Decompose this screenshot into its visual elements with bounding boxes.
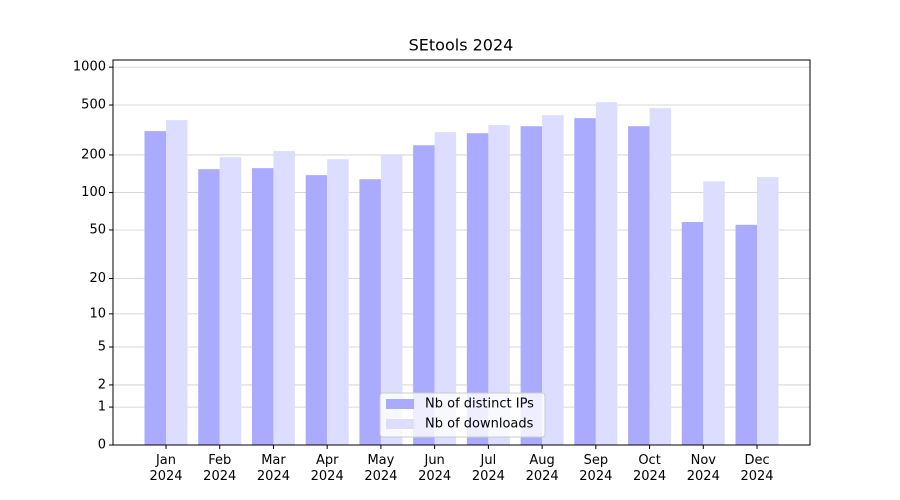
legend-box	[379, 392, 546, 438]
y-tick-label: 10	[89, 306, 106, 321]
legend-swatch	[386, 399, 414, 409]
bar	[757, 177, 779, 445]
bar	[198, 169, 220, 445]
bar	[380, 154, 403, 445]
bar	[413, 145, 435, 445]
axes-frame	[112, 59, 811, 446]
x-tick-label: Mar 2024	[256, 453, 290, 484]
x-tick-label: May 2024	[364, 453, 398, 484]
bar	[251, 168, 274, 445]
bar	[703, 181, 725, 446]
chart-title: SEtools 2024	[409, 36, 514, 55]
bar	[488, 125, 510, 446]
x-tick-label: Sep 2024	[579, 453, 613, 484]
bar	[735, 224, 758, 445]
x-tick-label: Nov 2024	[686, 453, 720, 484]
legend-label: Nb of downloads	[425, 417, 534, 432]
y-tick-label: 0	[98, 438, 106, 453]
legend-swatch	[386, 419, 414, 429]
bar	[434, 132, 457, 446]
bar	[574, 118, 596, 446]
x-tick-label: Jan 2024	[149, 453, 183, 484]
bar	[466, 133, 489, 446]
bar	[144, 131, 166, 445]
bar	[219, 157, 242, 445]
bar	[305, 175, 328, 445]
legend: Nb of distinct IPs Nb of downloads	[379, 392, 546, 438]
y-tick-label: 2	[98, 377, 106, 392]
y-tick-label: 20	[89, 271, 106, 286]
y-tick-label: 1	[98, 400, 106, 415]
bar	[595, 102, 618, 445]
x-tick-label: Feb 2024	[203, 453, 237, 484]
x-tick-label: Jun 2024	[418, 453, 452, 484]
y-tick-label: 1000	[73, 60, 106, 75]
y-tick-label: 200	[81, 147, 106, 162]
bar	[520, 126, 543, 445]
bar	[273, 151, 295, 446]
bar	[649, 108, 672, 446]
bar	[327, 159, 349, 445]
bar	[542, 115, 564, 446]
x-tick-label: Dec 2024	[740, 453, 774, 484]
y-tick-label: 5	[98, 340, 106, 355]
x-tick-label: Apr 2024	[310, 453, 344, 484]
bar	[628, 126, 650, 445]
x-tick-label: Jul 2024	[471, 453, 505, 484]
bar	[359, 179, 381, 445]
legend-label: Nb of distinct IPs	[425, 397, 534, 412]
bar	[166, 120, 188, 445]
y-tick-label: 50	[89, 222, 106, 237]
x-tick-label: Oct 2024	[633, 453, 667, 484]
y-tick-label: 100	[81, 185, 106, 200]
y-tick-label: 500	[81, 98, 106, 113]
x-tick-label: Aug 2024	[525, 453, 559, 484]
bar	[681, 221, 704, 445]
